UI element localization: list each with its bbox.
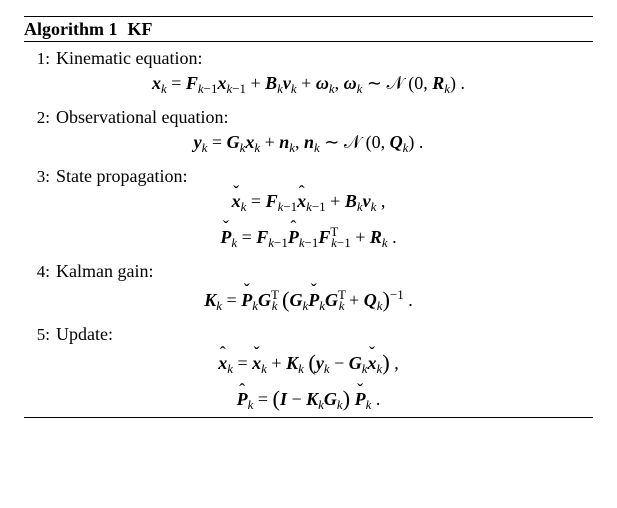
equation: Kk = PkGTk (GkPkGTk + Qk)−1 .: [24, 282, 593, 318]
algorithm-name: KF: [128, 19, 153, 40]
algorithm-step: 1: Kinematic equation:: [24, 48, 593, 69]
equation: xk = xk + Kk (yk − Gkxk) ,: [24, 345, 593, 381]
algorithm-step: 5: Update:: [24, 324, 593, 345]
bottom-rule: [24, 417, 593, 418]
equation: yk = Gkxk + nk, nk ∼ 𝒩 (0, Qk) .: [24, 128, 593, 160]
header-rule: [24, 41, 593, 42]
step-number: 3:: [24, 167, 56, 187]
step-description: Kinematic equation:: [56, 48, 202, 69]
step-description: Kalman gain:: [56, 261, 153, 282]
algorithm-step: 3: State propagation:: [24, 166, 593, 187]
equation: xk = Fk−1xk−1 + Bkvk ,: [24, 187, 593, 219]
step-description: Observational equation:: [56, 107, 228, 128]
equation: Pk = (I − KkGk) Pk .: [24, 381, 593, 417]
equation: Pk = Fk−1Pk−1FTk−1 + Rk .: [24, 219, 593, 254]
algorithm-block: Algorithm 1 KF 1: Kinematic equation: xk…: [24, 16, 593, 418]
algorithm-step: 2: Observational equation:: [24, 107, 593, 128]
step-number: 5:: [24, 325, 56, 345]
step-description: State propagation:: [56, 166, 187, 187]
algorithm-step: 4: Kalman gain:: [24, 261, 593, 282]
step-number: 2:: [24, 108, 56, 128]
step-number: 4:: [24, 262, 56, 282]
equation: xk = Fk−1xk−1 + Bkvk + ωk, ωk ∼ 𝒩 (0, Rk…: [24, 69, 593, 101]
algorithm-header: Algorithm 1 KF: [24, 17, 593, 41]
step-number: 1:: [24, 49, 56, 69]
step-description: Update:: [56, 324, 113, 345]
algorithm-label: Algorithm 1: [24, 19, 118, 40]
